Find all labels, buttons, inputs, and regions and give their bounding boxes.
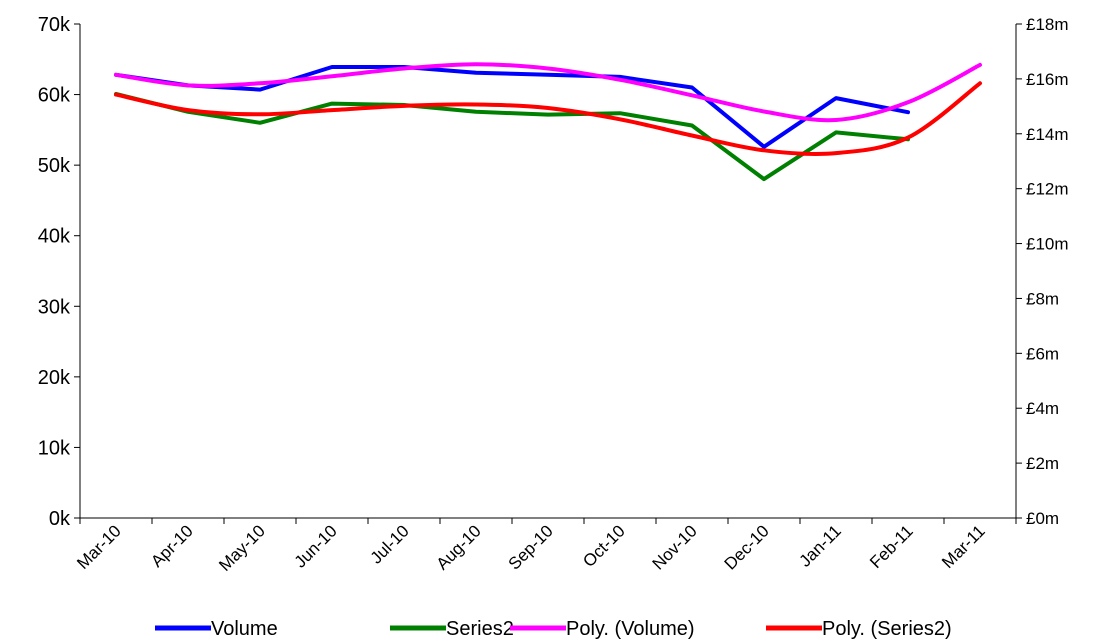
y-left-tick-label: 0k bbox=[49, 508, 71, 530]
y-right-tick-label: £16m bbox=[1026, 70, 1069, 89]
y-left-tick-label: 40k bbox=[38, 226, 71, 248]
x-tick-label: Jan-11 bbox=[796, 521, 845, 570]
x-tick-label: Apr-10 bbox=[147, 521, 197, 571]
x-tick-label: May-10 bbox=[215, 521, 269, 575]
series-lines bbox=[114, 62, 982, 182]
y-left-tick-label: 60k bbox=[38, 85, 71, 107]
legend-label-poly-series2: Poly. (Series2) bbox=[822, 618, 952, 640]
y-right-tick-label: £18m bbox=[1026, 15, 1069, 34]
y-right-tick-label: £0m bbox=[1026, 509, 1059, 528]
legend-label-series2: Series2 bbox=[446, 618, 514, 640]
x-tick-label: Mar-10 bbox=[73, 521, 125, 573]
x-tick-label: Mar-11 bbox=[938, 521, 989, 572]
y-left-tick-label: 10k bbox=[38, 437, 71, 459]
x-tick-label: Feb-11 bbox=[866, 521, 917, 572]
y-right-tick-label: £10m bbox=[1026, 235, 1069, 254]
x-tick-label: Jul-10 bbox=[367, 521, 413, 567]
legend-label-poly-volume: Poly. (Volume) bbox=[566, 618, 695, 640]
x-tick-label: Oct-10 bbox=[579, 521, 629, 571]
x-tick-label: Nov-10 bbox=[649, 521, 701, 573]
y-right-tick-label: £14m bbox=[1026, 125, 1069, 144]
series-line-series2 bbox=[114, 92, 910, 182]
legend-label-volume: Volume bbox=[211, 618, 278, 640]
y-left-tick-label: 30k bbox=[38, 296, 71, 318]
x-tick-label: Dec-10 bbox=[721, 521, 773, 573]
y-right-tick-label: £8m bbox=[1026, 289, 1059, 308]
x-tick-label: Jun-10 bbox=[291, 521, 341, 571]
series-line-volume bbox=[114, 65, 910, 149]
x-tick-label: Sep-10 bbox=[505, 521, 557, 573]
y-right-tick-label: £4m bbox=[1026, 399, 1059, 418]
series-line-poly-volume bbox=[114, 62, 982, 123]
x-tick-label: Aug-10 bbox=[433, 521, 485, 573]
legend: Volume Series2 Poly. (Volume) Poly. (Series… bbox=[155, 618, 952, 640]
y-left-tick-label: 20k bbox=[38, 367, 71, 389]
y-right-tick-label: £2m bbox=[1026, 454, 1059, 473]
series-line-poly-series2 bbox=[114, 81, 982, 157]
y-right-tick-label: £12m bbox=[1026, 180, 1069, 199]
y-left-tick-label: 50k bbox=[38, 155, 71, 177]
y-left-tick-label: 70k bbox=[38, 14, 71, 36]
y-right-tick-label: £6m bbox=[1026, 344, 1059, 363]
